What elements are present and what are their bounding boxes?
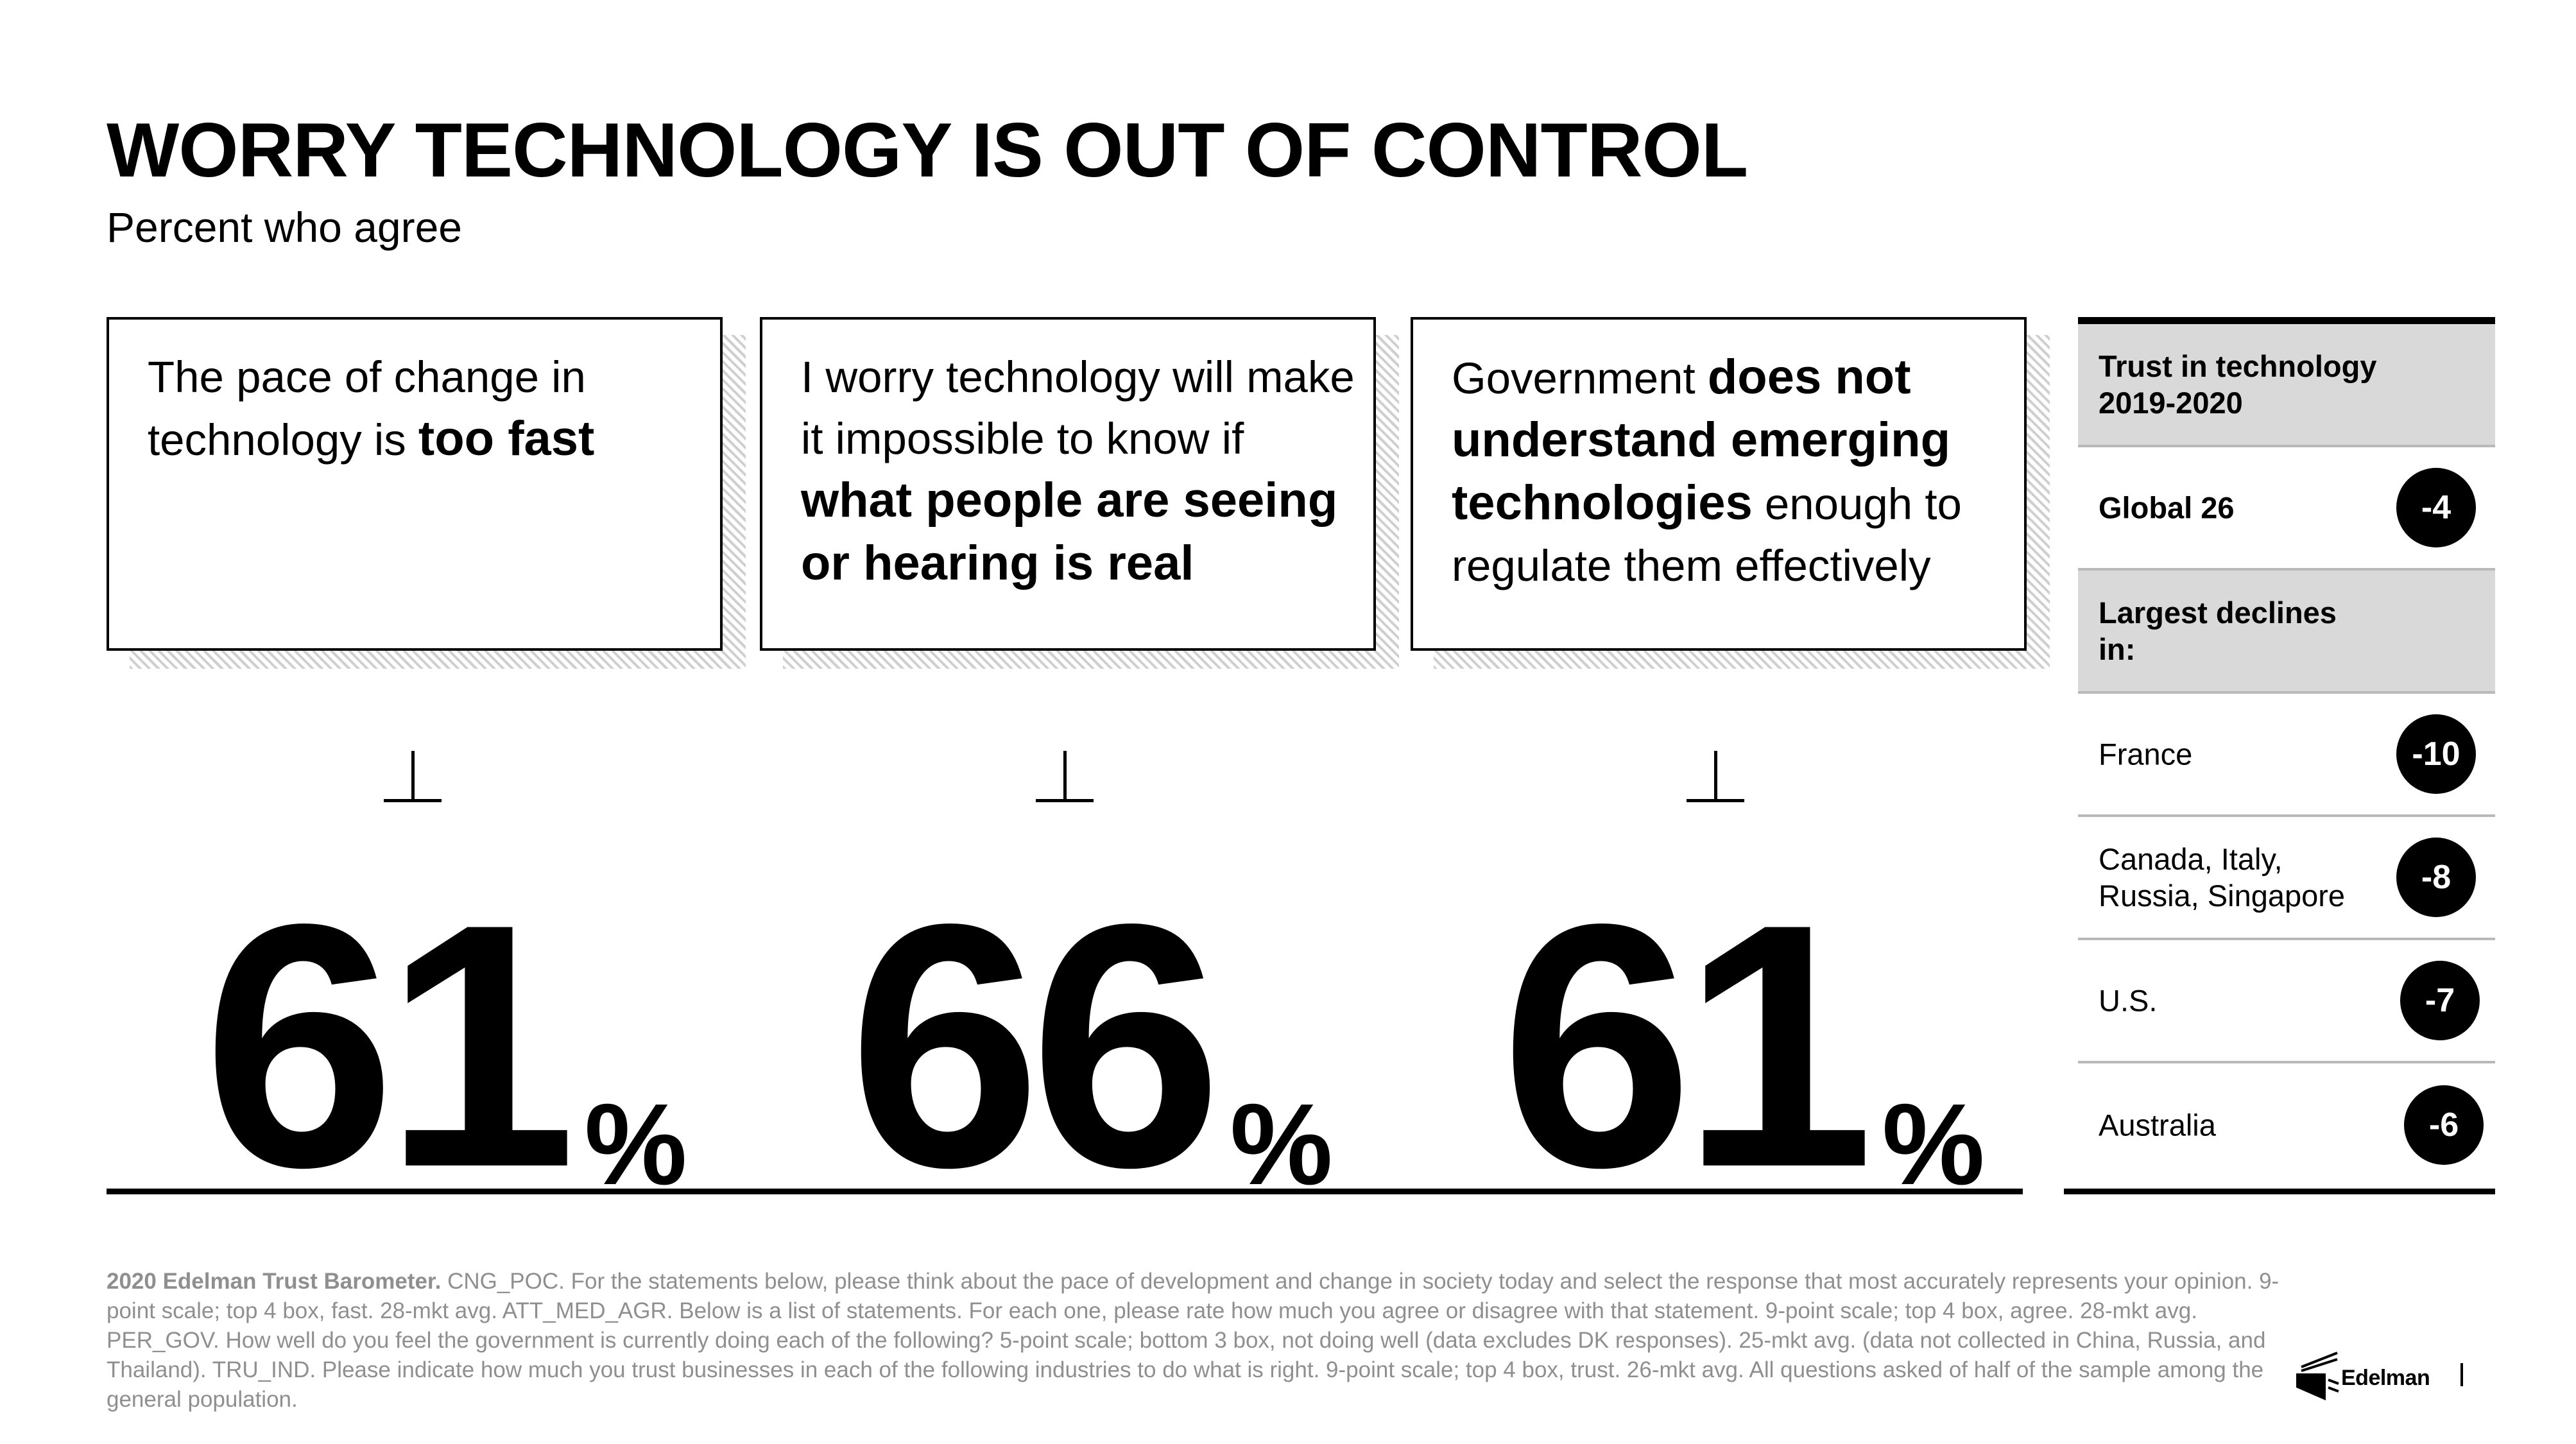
statement-text: The pace of change in technology is too … — [148, 347, 705, 471]
declines-heading: Largest declines in: — [2078, 571, 2495, 694]
statement-text-regular: The pace of change in technology is — [148, 352, 586, 465]
stat-value: 61 — [1500, 852, 1875, 1239]
trust-row-global: Global 26 -4 — [2078, 447, 2495, 571]
statement-text: I worry technology will make it impossib… — [801, 347, 1358, 596]
trust-panel-heading: Trust in technology 2019-2020 — [2078, 324, 2495, 447]
connector-icon — [1687, 751, 1744, 802]
statement-text: Government does not understand emerging … — [1452, 347, 2009, 597]
stat-unit: % — [1230, 1080, 1333, 1209]
divider — [2064, 1189, 2495, 1194]
statement-card-pace: The pace of change in technology is too … — [107, 317, 723, 651]
stat-value: 61 — [203, 852, 577, 1239]
trust-row-label: Canada, Italy, Russia, Singapore — [2099, 842, 2346, 913]
stat-value: 66 — [848, 852, 1223, 1239]
statement-text-emphasis: what people are seeing or hearing is rea… — [801, 473, 1338, 590]
connector-icon — [1036, 751, 1094, 802]
trust-row-canada-italy-russia-singapore: Canada, Italy, Russia, Singapore -8 — [2078, 817, 2495, 940]
statement-card-government: Government does not understand emerging … — [1411, 317, 2027, 651]
stat-unit: % — [1882, 1080, 1985, 1209]
change-badge: -8 — [2396, 838, 2476, 917]
statement-text-emphasis: too fast — [418, 411, 595, 466]
source-footnote: 2020 Edelman Trust Barometer. CNG_POC. F… — [107, 1267, 2301, 1414]
footnote-source: 2020 Edelman Trust Barometer. — [107, 1269, 442, 1294]
change-badge: -6 — [2404, 1085, 2484, 1165]
edelman-logo-icon — [2296, 1352, 2339, 1400]
footnote-text: CNG_POC. For the statements below, pleas… — [107, 1269, 2280, 1412]
statement-text-regular: Government — [1452, 354, 1708, 403]
page-separator — [2460, 1363, 2463, 1386]
change-badge: -4 — [2396, 468, 2476, 547]
trust-row-france: France -10 — [2078, 694, 2495, 817]
statement-text-regular: enough to regulate them effectively — [1452, 479, 1962, 590]
stat-real: 66% — [848, 873, 1333, 1219]
stat-government: 61% — [1500, 873, 1985, 1219]
stat-unit: % — [584, 1080, 687, 1209]
trust-row-australia: Australia -6 — [2078, 1063, 2495, 1187]
trust-row-label: Australia — [2099, 1108, 2216, 1142]
stat-pace: 61% — [203, 873, 687, 1219]
page-title: WORRY TECHNOLOGY IS OUT OF CONTROL — [107, 107, 1748, 193]
divider — [2078, 317, 2495, 324]
trust-row-label: Global 26 — [2099, 490, 2235, 525]
brand-name: Edelman — [2341, 1366, 2430, 1390]
change-badge: -7 — [2400, 961, 2480, 1040]
statement-text-regular: I worry technology will make it impossib… — [801, 352, 1355, 463]
connector-icon — [384, 751, 442, 802]
statement-text-emphasis: does not understand emerging technologie… — [1452, 350, 1950, 530]
trust-row-us: U.S. -7 — [2078, 940, 2495, 1063]
change-badge: -10 — [2396, 714, 2476, 794]
divider — [107, 1189, 2023, 1194]
statement-card-real: I worry technology will make it impossib… — [760, 317, 1376, 651]
page-subtitle: Percent who agree — [107, 203, 463, 251]
declines-heading-label: Largest declines in: — [2099, 596, 2337, 666]
trust-heading-label: Trust in technology 2019-2020 — [2099, 349, 2377, 420]
trust-row-label: U.S. — [2099, 983, 2158, 1018]
trust-row-label: France — [2099, 737, 2193, 771]
